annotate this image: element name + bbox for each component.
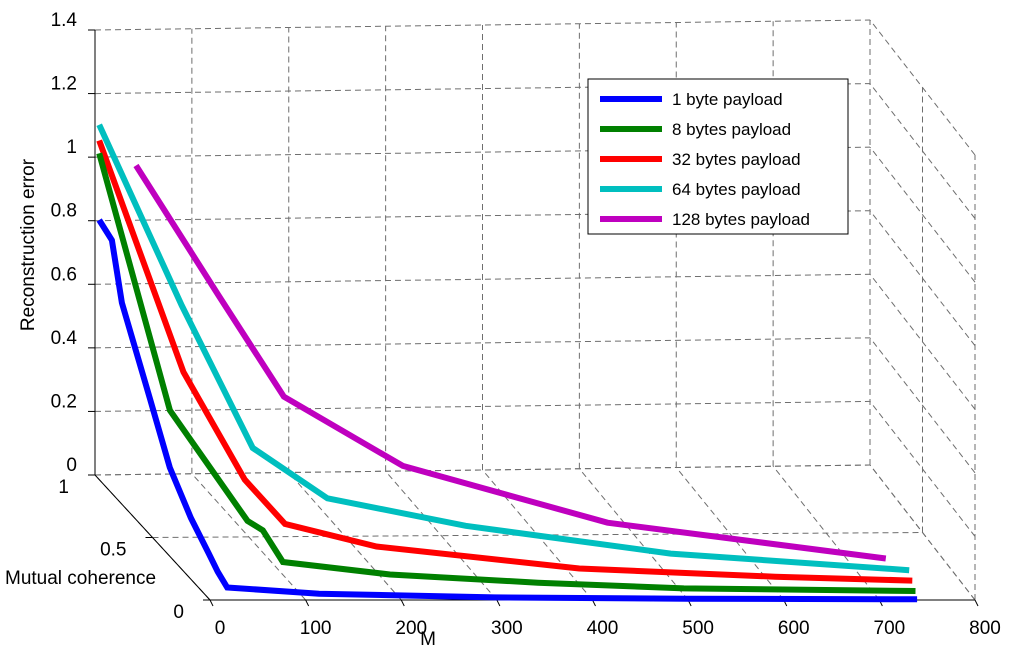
side-wall-grid-line: [869, 146, 976, 283]
tick-labels: 0 100 200 300 400 500 600 700 80000.5100.20.40.6…: [51, 10, 1001, 639]
back-wall-grid-line: [94, 464, 871, 476]
series-line-5: [133, 163, 887, 562]
x-tick-mark: [305, 599, 310, 607]
x-tick-mark: [496, 599, 501, 607]
z-tick-label: 0.6: [51, 264, 77, 285]
legend-label: 64 bytes payload: [672, 180, 801, 199]
y-axis-label: Mutual coherence: [5, 568, 156, 589]
legend-label: 8 bytes payload: [672, 120, 791, 139]
side-wall-grid-line: [869, 83, 976, 219]
side-wall-grid-line: [869, 19, 976, 156]
legend-label: 128 bytes payload: [672, 210, 810, 229]
x-tick-mark: [974, 599, 979, 607]
z-tick-label: 0: [66, 455, 77, 476]
x-tick-label: 400: [587, 618, 619, 639]
series-line-4: [96, 123, 910, 574]
z-tick-label: 1: [66, 137, 77, 158]
x-tick-label: 800: [969, 618, 1001, 639]
back-wall-grid-line: [94, 273, 871, 285]
series-layer: [96, 123, 918, 603]
back-wall-grid-line: [94, 19, 871, 31]
side-wall-grid-line: [869, 337, 976, 474]
back-wall-grid-line: [94, 400, 871, 412]
y-tick-label: 0: [173, 602, 184, 623]
z-tick-label: 0.8: [51, 201, 77, 222]
x-tick-label: 0: [215, 618, 226, 639]
x-axis-label: M: [420, 629, 436, 650]
x-tick-label: 700: [874, 618, 906, 639]
x-tick-mark: [400, 599, 405, 607]
floor-grid-line: [385, 470, 498, 601]
z-tick-label: 1.4: [51, 10, 78, 31]
x-tick-label: 300: [491, 618, 523, 639]
x-tick-label: 500: [682, 618, 714, 639]
x-tick-label: 100: [300, 618, 332, 639]
z-axis-label: Reconstruction error: [18, 158, 39, 331]
side-wall-grid-line: [869, 401, 976, 537]
floor-grid-line: [191, 473, 306, 601]
y-tick-label: 1: [58, 477, 69, 498]
floor-grid-line: [675, 467, 785, 601]
back-wall-grid-line: [94, 337, 871, 349]
side-wall-grid-line: [869, 464, 976, 601]
y-tick-label: 0.5: [100, 540, 126, 561]
z-tick-label: 1.2: [51, 74, 77, 95]
z-tick-label: 0.2: [51, 391, 77, 412]
series-line-1: [96, 218, 918, 603]
legend: 1 byte payload 8 bytes payload 32 bytes pa…: [587, 78, 849, 235]
x-tick-mark: [209, 599, 214, 607]
series-line-2: [96, 152, 916, 594]
series-line-3: [96, 139, 913, 584]
x-tick-label: 200: [395, 618, 427, 639]
legend-label: 32 bytes payload: [672, 150, 801, 169]
z-tick-label: 0.4: [51, 328, 78, 349]
side-wall-grid-line: [869, 273, 976, 410]
legend-label: 1 byte payload: [672, 90, 783, 109]
side-wall-grid-line: [869, 210, 976, 347]
x-tick-label: 600: [778, 618, 810, 639]
